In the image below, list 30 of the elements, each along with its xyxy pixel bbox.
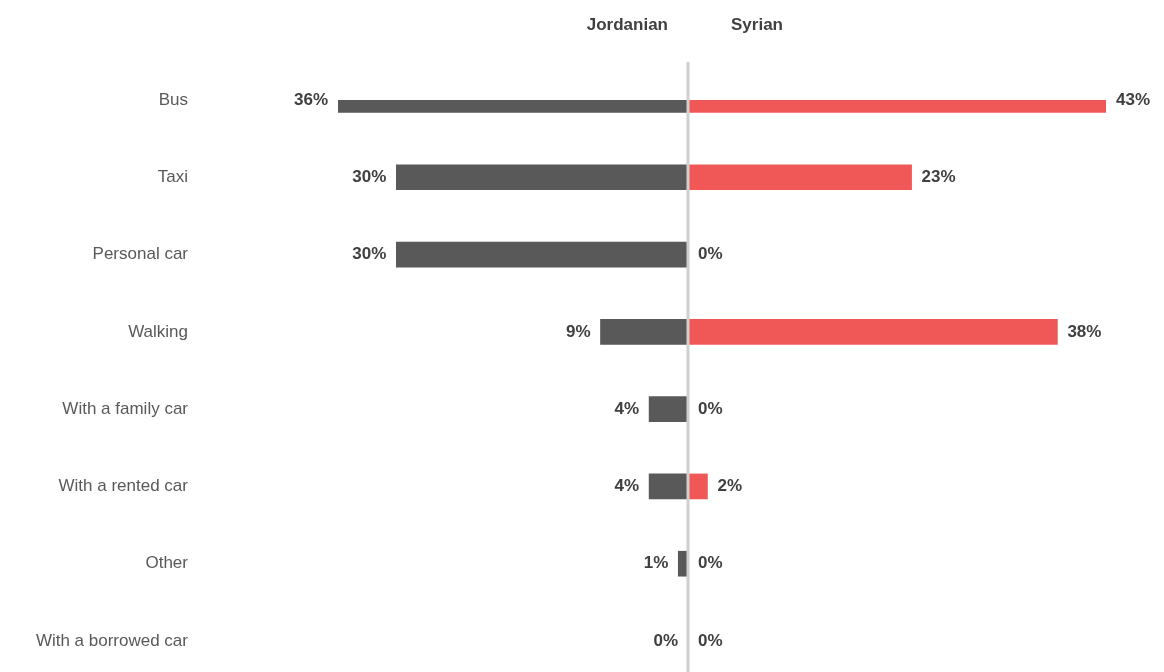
data-label: 4%	[614, 476, 640, 496]
data-label: 0%	[698, 398, 723, 418]
data-label: 30%	[352, 244, 387, 264]
data-label: 0%	[698, 553, 723, 573]
y-tick-label: With a borrowed car	[35, 630, 189, 650]
data-label: 0%	[653, 630, 678, 650]
data-label: 38%	[1067, 321, 1102, 341]
bar	[677, 550, 688, 577]
bar	[648, 396, 688, 422]
y-tick-label: Taxi	[157, 166, 188, 186]
chart-title: Jordanian	[586, 14, 668, 34]
data-label: 2%	[717, 476, 743, 496]
bar	[600, 319, 688, 345]
data-label: 36%	[293, 89, 328, 109]
bar	[396, 241, 688, 268]
data-label: 1%	[643, 553, 669, 573]
y-tick-label: Walking	[128, 321, 188, 341]
data-label: 43%	[1116, 89, 1151, 109]
data-label: 9%	[565, 321, 591, 341]
data-label: 4%	[614, 398, 640, 418]
data-label: 23%	[921, 166, 956, 186]
y-tick-label: With a rented car	[58, 476, 189, 496]
y-tick-label: With a family car	[62, 398, 189, 418]
data-label: 30%	[352, 166, 387, 186]
y-tick-label: Other	[145, 553, 189, 573]
y-tick-label: Personal car	[92, 244, 189, 264]
chart-title: Syrian	[731, 14, 783, 34]
data-label: 0%	[698, 630, 723, 650]
data-label: 0%	[698, 244, 723, 264]
y-tick-label: Bus	[158, 89, 188, 109]
